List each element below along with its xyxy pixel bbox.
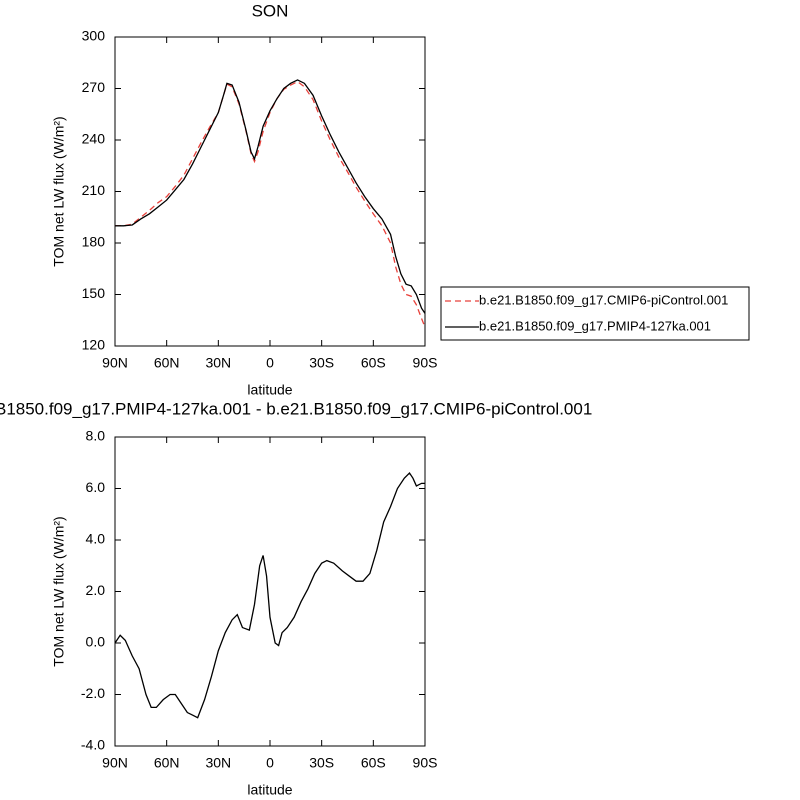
legend-box: [440, 286, 750, 341]
x-tick-label: 90N: [102, 355, 128, 371]
y-tick-label: 210: [82, 182, 106, 198]
x-tick-label: 90S: [413, 355, 438, 371]
x-tick-label: 60S: [361, 355, 386, 371]
y-tick-label: 2.0: [86, 582, 106, 598]
x-axis-label: latitude: [247, 782, 292, 798]
line: [114, 472, 425, 719]
plot-frame: [114, 36, 426, 347]
line: [115, 79, 426, 314]
x-tick-label: 30S: [309, 755, 334, 771]
x-tick-label: 30N: [205, 355, 231, 371]
x-tick-label: 60N: [154, 755, 180, 771]
x-tick-label: 30N: [205, 755, 231, 771]
x-tick-label: 0: [266, 355, 274, 371]
x-tick-label: 60S: [361, 755, 386, 771]
chart-title: b.e21.B1850.f09_g17.PMIP4-127ka.001 - b.…: [0, 399, 592, 418]
plot-frame: [114, 436, 426, 747]
x-tick-label: 0: [266, 755, 274, 771]
y-tick-label: -4.0: [81, 737, 105, 753]
y-axis-label: TOM net LW flux (W/m²): [51, 116, 67, 266]
y-tick-label: -2.0: [81, 685, 105, 701]
y-tick-label: 300: [82, 28, 106, 44]
y-tick-label: 4.0: [86, 531, 106, 547]
y-tick-label: 150: [82, 285, 106, 301]
y-tick-label: 8.0: [86, 428, 106, 444]
y-tick-label: 120: [82, 337, 106, 353]
chart-title: SON: [252, 1, 289, 20]
legend-label: b.e21.B1850.f09_g17.PMIP4-127ka.001: [479, 318, 711, 333]
x-tick-label: 90N: [102, 755, 128, 771]
y-tick-label: 6.0: [86, 479, 106, 495]
legend-label: b.e21.B1850.f09_g17.CMIP6-piControl.001: [479, 292, 728, 307]
x-axis-label: latitude: [247, 382, 292, 398]
y-tick-label: 180: [82, 234, 106, 250]
x-tick-label: 30S: [309, 355, 334, 371]
x-tick-label: 90S: [413, 755, 438, 771]
line: [115, 80, 426, 328]
y-tick-label: 240: [82, 131, 106, 147]
y-tick-label: 0.0: [86, 634, 106, 650]
y-axis-label: TOM net LW flux (W/m²): [51, 516, 67, 666]
y-tick-label: 270: [82, 79, 106, 95]
x-tick-label: 60N: [154, 355, 180, 371]
